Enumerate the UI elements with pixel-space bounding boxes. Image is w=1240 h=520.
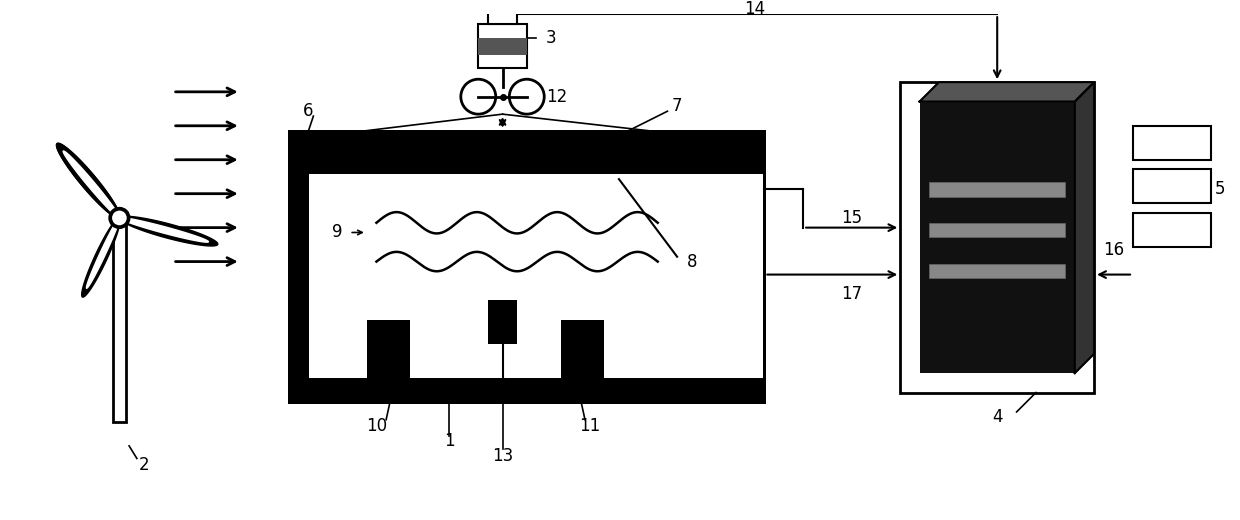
Text: 9: 9 <box>332 224 343 241</box>
Bar <box>289 131 764 174</box>
Text: 15: 15 <box>841 209 862 227</box>
Text: 4: 4 <box>992 408 1002 426</box>
Polygon shape <box>119 216 218 246</box>
Bar <box>1133 213 1210 247</box>
Bar <box>489 9 517 24</box>
Bar <box>479 24 527 68</box>
Bar <box>367 320 410 378</box>
Circle shape <box>510 79 544 114</box>
Polygon shape <box>82 218 120 297</box>
Text: 14: 14 <box>744 1 765 18</box>
Bar <box>560 320 604 378</box>
Text: 11: 11 <box>579 418 600 435</box>
Polygon shape <box>57 144 120 218</box>
Text: 8: 8 <box>687 253 697 270</box>
Text: 0.5 m: 0.5 m <box>425 136 472 154</box>
Polygon shape <box>87 218 119 288</box>
Text: 17: 17 <box>841 285 862 303</box>
Bar <box>479 37 527 55</box>
Bar <box>289 131 764 402</box>
Text: 7: 7 <box>672 97 682 115</box>
Bar <box>929 182 1065 197</box>
Bar <box>289 378 764 402</box>
Text: 1: 1 <box>444 432 455 450</box>
Text: 6: 6 <box>304 102 314 120</box>
Polygon shape <box>920 82 1094 101</box>
Text: 5: 5 <box>1215 180 1225 198</box>
Polygon shape <box>57 144 120 218</box>
Polygon shape <box>119 217 208 242</box>
Text: 12: 12 <box>546 88 568 106</box>
Bar <box>900 82 1094 393</box>
Bar <box>929 223 1065 237</box>
Text: 16: 16 <box>1104 241 1125 259</box>
Bar <box>289 131 309 402</box>
Bar <box>289 131 764 402</box>
Circle shape <box>109 208 129 228</box>
Text: 3: 3 <box>546 30 557 47</box>
Bar <box>1133 170 1210 203</box>
Circle shape <box>110 209 128 227</box>
Text: 13: 13 <box>492 447 513 464</box>
Circle shape <box>461 79 496 114</box>
Polygon shape <box>63 151 119 218</box>
Bar <box>113 218 126 422</box>
Bar <box>929 264 1065 278</box>
Bar <box>489 301 517 344</box>
Bar <box>920 101 1075 373</box>
Bar <box>1133 126 1210 160</box>
Polygon shape <box>1075 82 1094 373</box>
Text: 2: 2 <box>139 456 149 474</box>
Text: 10: 10 <box>366 418 387 435</box>
Bar <box>289 131 764 402</box>
